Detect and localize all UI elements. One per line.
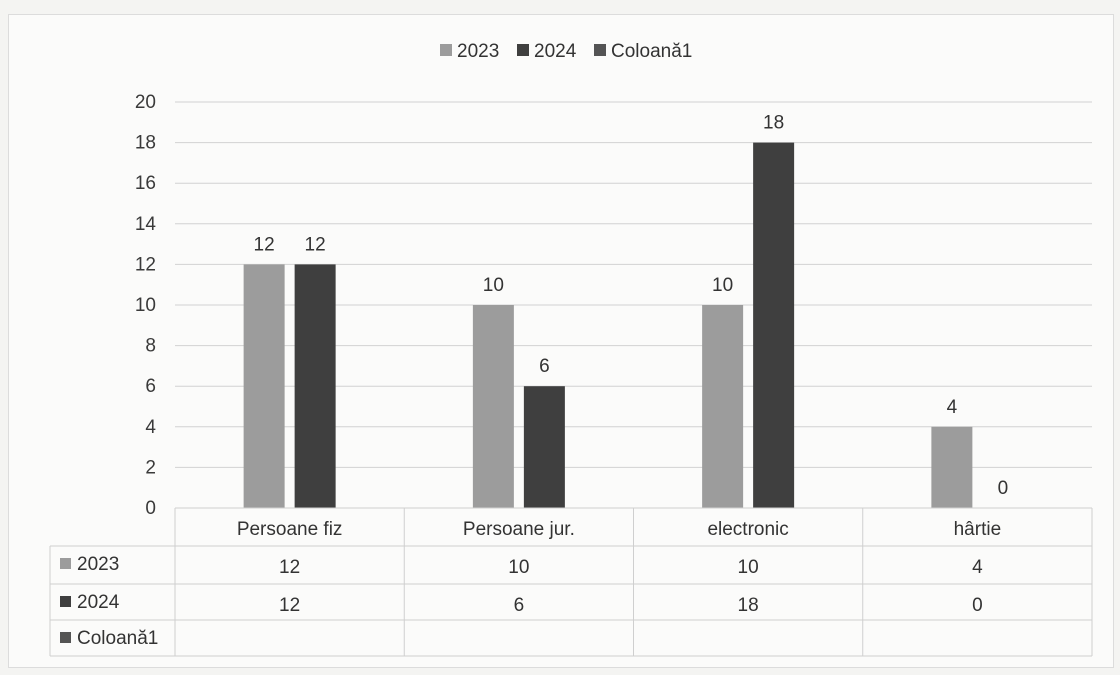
y-tick-label: 0 (145, 498, 156, 519)
table-cell: 12 (279, 595, 300, 616)
bar (243, 264, 285, 508)
y-tick-label: 4 (145, 417, 156, 438)
y-tick-label: 2 (145, 457, 156, 478)
data-label: 12 (305, 234, 326, 255)
table-row-label: 2024 (77, 592, 120, 613)
bar (472, 305, 514, 508)
y-tick-label: 14 (135, 214, 157, 235)
table-cell: 10 (508, 557, 529, 578)
legend-swatch (517, 44, 529, 56)
table-legend-swatch (60, 632, 71, 643)
y-tick-label: 20 (135, 92, 156, 113)
legend-swatch (440, 44, 452, 56)
y-tick-label: 6 (145, 376, 156, 397)
data-label: 10 (483, 275, 504, 296)
table-row-label: 2023 (77, 554, 119, 575)
table-cell: 6 (514, 595, 525, 616)
table-legend-swatch (60, 558, 71, 569)
legend-swatch (594, 44, 606, 56)
y-tick-label: 16 (135, 173, 156, 194)
category-label: Persoane jur. (463, 519, 575, 540)
table-row-label: Coloană1 (77, 628, 158, 649)
bar (753, 142, 795, 508)
legend-label: 2024 (534, 41, 577, 62)
data-label: 6 (539, 356, 550, 377)
table-cell: 10 (738, 557, 759, 578)
y-tick-label: 8 (145, 336, 156, 357)
data-label: 0 (998, 478, 1009, 499)
bar (294, 264, 336, 508)
category-label: Persoane fiz (237, 519, 343, 540)
table-cell: 18 (738, 595, 759, 616)
category-label: hârtie (954, 519, 1002, 540)
y-tick-label: 12 (135, 254, 156, 275)
y-tick-label: 10 (135, 295, 156, 316)
data-label: 18 (763, 113, 784, 134)
legend-label: Coloană1 (611, 41, 692, 62)
bar (523, 386, 565, 508)
legend-label: 2023 (457, 41, 499, 62)
table-cell: 0 (972, 595, 983, 616)
category-label: electronic (707, 519, 788, 540)
table-legend-swatch (60, 596, 71, 607)
table-cell: 4 (972, 557, 983, 578)
chart-frame (8, 14, 1114, 668)
bar (702, 305, 744, 508)
data-label: 4 (947, 397, 958, 418)
data-label: 10 (712, 275, 733, 296)
data-label: 12 (254, 234, 275, 255)
bar (931, 426, 973, 508)
y-tick-label: 18 (135, 133, 156, 154)
table-cell: 12 (279, 557, 300, 578)
